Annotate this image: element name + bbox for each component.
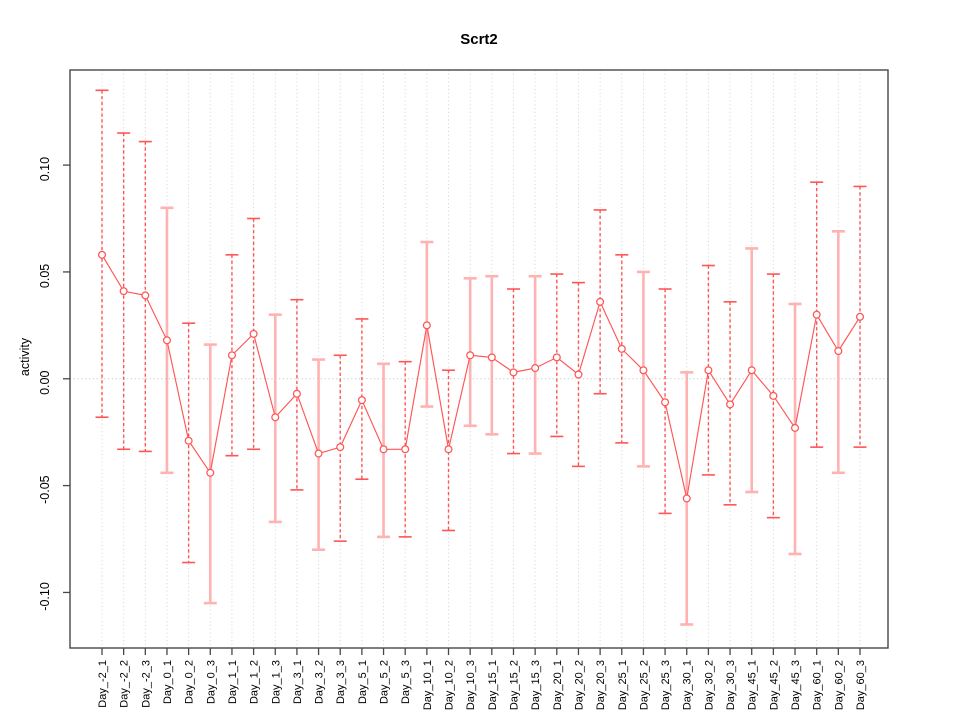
x-tick-label: Day_25_1 [617,660,629,710]
chart-title: Scrt2 [460,31,498,48]
data-point-marker [617,344,626,353]
x-tick-label: Day_5_2 [379,660,391,704]
data-point-marker [466,351,475,360]
x-tick-label: Day_3_1 [292,660,304,704]
x-tick-label: Day_15_1 [487,660,499,710]
x-tick-label: Day_5_1 [357,660,369,704]
x-tick-label: Day_25_2 [638,660,650,710]
series-line [101,254,861,499]
x-tick-label: Day_3_2 [314,660,326,704]
x-tick-label: Day_10_2 [444,660,456,710]
data-point-marker [422,321,431,330]
data-point-marker [682,494,691,503]
data-point-marker [855,312,865,321]
data-point-marker [314,449,323,458]
error-bars [95,89,867,626]
x-tick-label: Day_20_1 [552,660,564,710]
x-tick-label: Day_15_2 [508,660,520,710]
data-point-marker [206,468,215,477]
x-tick-label: Day_1_2 [249,660,261,704]
data-point-marker [574,370,583,379]
x-tick-label: Day_30_1 [682,660,694,710]
gridlines [101,70,861,648]
x-tick-label: Day_20_2 [573,660,585,710]
x-tick-label: Day_60_1 [812,660,824,710]
data-point-marker [184,436,193,445]
data-point-marker [552,353,561,362]
data-point-marker [162,336,171,345]
data-point-marker [357,396,366,405]
y-tick-label: 0.00 [38,371,52,395]
x-tick-label: Day_0_3 [205,660,217,704]
data-point-marker [704,366,713,375]
x-tick-label: Day_30_3 [725,660,737,710]
y-tick-label: -0.10 [38,582,52,611]
data-point-marker [769,391,778,400]
data-point-marker [487,353,496,362]
x-tick-label: Day_60_3 [855,660,867,710]
x-tick-label: Day_30_2 [703,660,715,710]
data-point-marker [401,445,410,454]
series-line [101,254,861,499]
y-tick-label: -0.05 [38,475,52,504]
data-point-marker [531,364,540,373]
data-point-marker [292,389,301,398]
data-point-marker [509,368,518,377]
data-point-marker [812,310,821,319]
data-point-marker [639,366,648,375]
data-point-marker [97,250,107,259]
data-point-marker [336,443,345,452]
x-tick-label: Day_25_3 [660,660,672,710]
x-tick-label: Day_20_3 [595,660,607,710]
plot-border [69,69,889,649]
x-tick-label: Day_1_3 [270,660,282,704]
y-tick-label: 0.10 [38,157,52,181]
data-point-marker [271,413,280,422]
y-axis: -0.10 -0.05 0.00 0.05 0.10 [38,157,70,611]
x-tick-label: Day_1_1 [227,660,239,704]
x-tick-label: Day_0_2 [184,660,196,704]
x-tick-label: Day_60_2 [833,660,845,710]
x-tick-label: Day_5_3 [400,660,412,704]
x-tick-label: Day_0_1 [162,660,174,704]
x-tick-label: Day_-2_1 [97,660,109,708]
data-point-marker [141,291,150,300]
x-tick-label: Day_45_3 [790,660,802,710]
data-point-marker [726,400,735,409]
x-tick-label: Day_10_1 [422,660,434,710]
data-point-marker [747,366,756,375]
data-point-marker [379,445,388,454]
x-tick-label: Day_3_3 [335,660,347,704]
x-tick-label: Day_-2_3 [140,660,152,708]
data-point-marker [249,329,258,338]
data-point-marker [661,398,670,407]
data-point-marker [227,351,236,360]
data-point-marker [119,287,128,296]
point-markers [97,250,865,503]
x-tick-label: Day_45_1 [747,660,759,710]
x-tick-label: Day_45_2 [768,660,780,710]
y-tick-label: 0.05 [38,264,52,288]
data-point-marker [596,297,605,306]
data-point-marker [444,445,453,454]
data-point-marker [791,423,800,432]
x-tick-label: Day_-2_2 [119,660,131,708]
x-tick-label: Day_15_3 [530,660,542,710]
data-point-marker [834,346,843,356]
x-axis: Day_-2_1 Day_-2_2 Day_-2_3 Day_0_1 Day_0_2 Da… [97,648,867,710]
plot-border [69,69,889,649]
x-tick-label: Day_10_3 [465,660,477,710]
